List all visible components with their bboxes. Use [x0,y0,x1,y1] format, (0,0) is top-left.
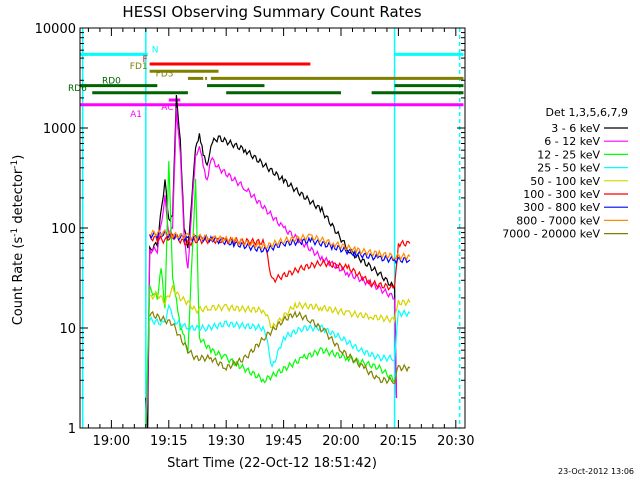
flag-label-FD1: FD1 [130,62,148,72]
x-tick-label-0: 19:00 [93,434,130,449]
series-line-3 [149,303,411,369]
plot-frame [79,27,466,429]
y-axis-label-sup2: -1 [10,160,20,169]
x-tick-label-1: 19:15 [150,434,187,449]
y-tick-label-2: 100 [51,222,76,237]
flag-label-FD3: FD3 [156,69,174,79]
y-tick-label-3: 1000 [43,122,76,137]
series-line-4 [149,285,411,329]
legend-entry-4: 50 - 100 keV [530,175,600,188]
flag-label-RD6: RD6 [68,84,87,94]
chart-title: HESSI Observing Summary Count Rates [122,3,421,21]
legend-entry-5: 100 - 300 keV [523,188,600,201]
y-tick-label-1: 10 [59,322,76,337]
legend-entry-1: 6 - 12 keV [544,135,600,148]
y-axis-label-sup1: -1 [10,228,20,237]
y-tick-label-0: 1 [68,422,76,437]
legend-entry-2: 12 - 25 keV [537,148,600,161]
legend-entry-0: 3 - 6 keV [551,122,600,135]
x-tick-label-3: 19:45 [265,434,302,449]
flag-label-A1: A1 [130,110,142,120]
legend-entry-8: 7000 - 20000 keV [502,228,600,241]
y-axis-label-main: Count Rate (s [11,237,26,326]
x-tick-label-2: 19:30 [207,434,244,449]
series-line-1 [145,108,398,429]
legend-entry-6: 300 - 800 keV [523,201,600,214]
series-lines [145,94,411,429]
legend-entry-3: 25 - 50 keV [537,162,600,175]
legend-entry-7: 800 - 7000 keV [516,214,600,227]
timestamp-footer: 23-Oct-2012 13:06 [558,467,634,476]
y-tick-label-4: 10000 [35,22,76,37]
flag-label-F: F [142,55,147,65]
series-line-7 [149,228,411,261]
series-line-6 [149,228,411,265]
x-axis-label: Start Time (22-Oct-12 18:51:42) [167,456,377,471]
y-axis-label-mid: detector [11,168,26,228]
series-line-8 [149,310,411,385]
x-tick-label-5: 20:15 [380,434,417,449]
flag-label-AC: AC [161,103,173,113]
y-axis-label-end: ) [11,155,26,160]
axes: 19:00 19:15 19:30 19:45 20:00 20:15 20:30 1 10 10… [35,22,475,449]
flag-label-RD0: RD0 [102,77,121,87]
x-tick-label-4: 20:00 [322,434,359,449]
legend-title: Det 1,3,5,6,7,9 [545,106,628,119]
flag-label-N: N [152,45,159,55]
y-axis-label: Count Rate (s-1 detector-1) [10,155,26,326]
x-tick-label-6: 20:30 [437,434,474,449]
